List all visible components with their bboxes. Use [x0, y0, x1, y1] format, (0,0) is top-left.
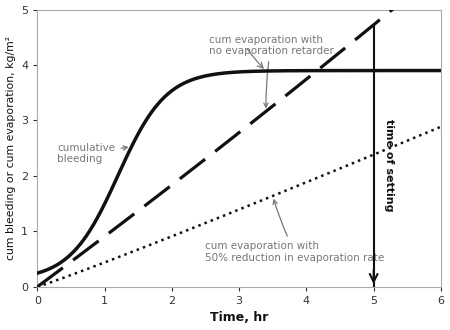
X-axis label: Time, hr: Time, hr [210, 312, 268, 324]
Text: cum evaporation with
no evaporation retarder: cum evaporation with no evaporation reta… [209, 35, 334, 107]
Y-axis label: cum bleeding or cum evaporation, kg/m²: cum bleeding or cum evaporation, kg/m² [5, 36, 16, 260]
Text: time of setting: time of setting [384, 118, 394, 211]
Text: cum evaporation with
50% reduction in evaporation rate: cum evaporation with 50% reduction in ev… [206, 200, 385, 263]
Text: cumulative
bleeding: cumulative bleeding [58, 143, 127, 164]
